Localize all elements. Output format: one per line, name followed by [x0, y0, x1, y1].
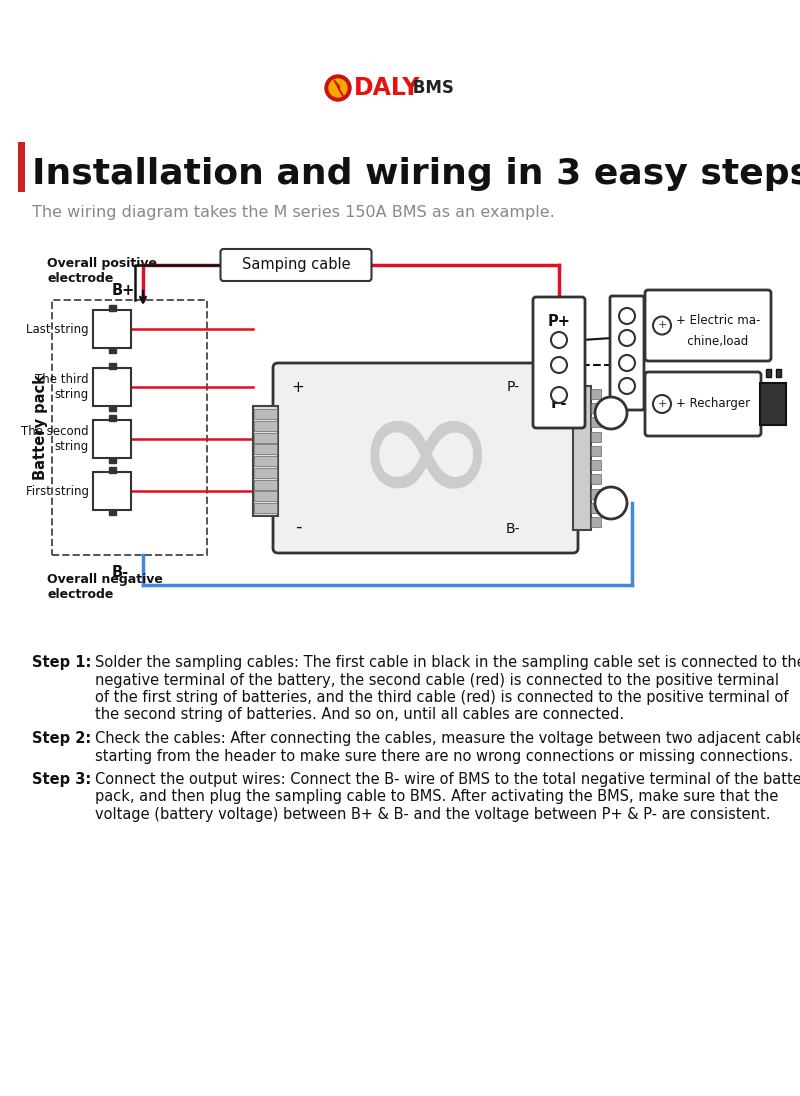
FancyBboxPatch shape — [109, 363, 116, 369]
Circle shape — [619, 308, 635, 324]
FancyBboxPatch shape — [109, 406, 116, 411]
FancyBboxPatch shape — [254, 444, 277, 454]
FancyBboxPatch shape — [254, 491, 277, 501]
Polygon shape — [334, 80, 343, 96]
Circle shape — [595, 487, 627, 520]
Text: BMS: BMS — [407, 79, 454, 98]
FancyBboxPatch shape — [591, 517, 601, 527]
Text: ∞: ∞ — [350, 370, 501, 546]
FancyBboxPatch shape — [610, 296, 644, 410]
FancyBboxPatch shape — [591, 489, 601, 499]
Text: voltage (battery voltage) between B+ & B- and the voltage between P+ & P- are co: voltage (battery voltage) between B+ & B… — [95, 807, 770, 822]
FancyBboxPatch shape — [253, 406, 278, 516]
FancyBboxPatch shape — [254, 421, 277, 431]
Circle shape — [329, 79, 347, 98]
FancyBboxPatch shape — [776, 369, 781, 377]
FancyBboxPatch shape — [591, 389, 601, 399]
Text: pack, and then plug the sampling cable to BMS. After activating the BMS, make su: pack, and then plug the sampling cable t… — [95, 789, 778, 804]
Text: The second
string: The second string — [22, 425, 89, 453]
Text: +: + — [658, 320, 666, 331]
Text: Samping cable: Samping cable — [242, 258, 350, 273]
Text: Check the cables: After connecting the cables, measure the voltage between two a: Check the cables: After connecting the c… — [95, 731, 800, 746]
FancyBboxPatch shape — [254, 409, 277, 419]
Text: chine,load: chine,load — [676, 334, 748, 347]
FancyBboxPatch shape — [254, 503, 277, 513]
FancyBboxPatch shape — [93, 310, 131, 349]
Text: B+: B+ — [112, 283, 135, 298]
Text: of the first string of batteries, and the third cable (red) is connected to the : of the first string of batteries, and th… — [95, 690, 789, 705]
FancyBboxPatch shape — [533, 297, 585, 429]
Text: B-: B- — [506, 522, 520, 536]
Text: DALY: DALY — [354, 76, 421, 100]
FancyBboxPatch shape — [109, 349, 116, 353]
FancyBboxPatch shape — [254, 480, 277, 490]
FancyBboxPatch shape — [591, 446, 601, 456]
FancyBboxPatch shape — [760, 383, 786, 425]
Text: P-: P- — [506, 380, 519, 393]
FancyBboxPatch shape — [273, 363, 578, 553]
FancyBboxPatch shape — [109, 458, 116, 463]
Text: Overall negative
electrode: Overall negative electrode — [47, 573, 163, 601]
FancyBboxPatch shape — [221, 249, 371, 281]
Text: B-: B- — [112, 566, 129, 580]
FancyBboxPatch shape — [254, 468, 277, 478]
Text: Step 2:: Step 2: — [32, 731, 91, 746]
FancyBboxPatch shape — [254, 433, 277, 443]
Text: Step 1:: Step 1: — [32, 655, 91, 670]
FancyBboxPatch shape — [254, 456, 277, 466]
Text: negative terminal of the battery, the second cable (red) is connected to the pos: negative terminal of the battery, the se… — [95, 673, 779, 687]
Circle shape — [551, 387, 567, 403]
Text: Connect the output wires: Connect the B- wire of BMS to the total negative termi: Connect the output wires: Connect the B-… — [95, 772, 800, 787]
FancyBboxPatch shape — [109, 510, 116, 515]
Text: Step 3:: Step 3: — [32, 772, 91, 787]
Text: Solder the sampling cables: The first cable in black in the sampling cable set i: Solder the sampling cables: The first ca… — [95, 655, 800, 670]
Circle shape — [595, 397, 627, 429]
Circle shape — [619, 330, 635, 346]
FancyBboxPatch shape — [591, 432, 601, 442]
Text: Last string: Last string — [26, 322, 89, 335]
FancyBboxPatch shape — [591, 403, 601, 413]
FancyBboxPatch shape — [645, 372, 761, 436]
FancyBboxPatch shape — [109, 305, 116, 311]
Text: P+: P+ — [547, 315, 570, 330]
Text: The third
string: The third string — [35, 373, 89, 401]
FancyBboxPatch shape — [93, 472, 131, 510]
Text: First string: First string — [26, 484, 89, 498]
Text: +: + — [292, 380, 304, 395]
FancyBboxPatch shape — [591, 503, 601, 513]
Text: Battery pack: Battery pack — [33, 375, 47, 480]
Text: +: + — [658, 399, 666, 409]
Circle shape — [325, 75, 351, 101]
FancyBboxPatch shape — [645, 290, 771, 361]
FancyBboxPatch shape — [591, 460, 601, 470]
FancyBboxPatch shape — [766, 369, 771, 377]
Circle shape — [653, 395, 671, 413]
Text: P-: P- — [550, 396, 567, 411]
FancyBboxPatch shape — [591, 418, 601, 427]
FancyBboxPatch shape — [93, 368, 131, 406]
Text: the second string of batteries. And so on, until all cables are connected.: the second string of batteries. And so o… — [95, 708, 624, 722]
FancyBboxPatch shape — [109, 415, 116, 421]
Text: The wiring diagram takes the M series 150A BMS as an example.: The wiring diagram takes the M series 15… — [32, 205, 554, 220]
Circle shape — [653, 317, 671, 334]
Circle shape — [619, 355, 635, 372]
FancyBboxPatch shape — [591, 475, 601, 484]
Circle shape — [551, 357, 567, 373]
Text: + Recharger: + Recharger — [676, 398, 750, 411]
FancyBboxPatch shape — [18, 142, 25, 192]
Text: + Electric ma-: + Electric ma- — [676, 315, 760, 328]
Text: Installation and wiring in 3 easy steps: Installation and wiring in 3 easy steps — [32, 157, 800, 191]
Text: starting from the header to make sure there are no wrong connections or missing : starting from the header to make sure th… — [95, 749, 793, 764]
FancyBboxPatch shape — [573, 386, 591, 530]
Text: Overall positive
electrode: Overall positive electrode — [47, 256, 157, 285]
FancyBboxPatch shape — [93, 420, 131, 458]
Circle shape — [551, 332, 567, 349]
FancyBboxPatch shape — [109, 467, 116, 473]
Text: -: - — [294, 518, 302, 536]
Circle shape — [619, 378, 635, 393]
